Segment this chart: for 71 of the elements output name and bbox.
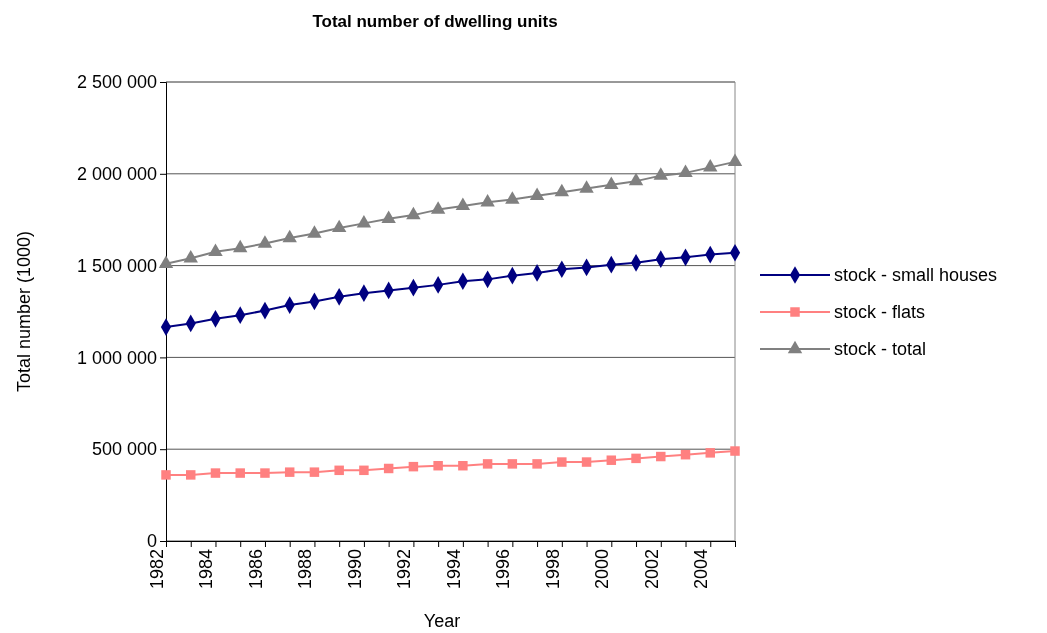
point [210, 468, 221, 478]
x-axis-title: Year [423, 611, 461, 631]
point [455, 197, 471, 211]
x-tick-label: 1998 [542, 549, 563, 590]
x-tick-label: 1982 [146, 549, 167, 590]
point [235, 468, 245, 478]
x-tick-label: 1988 [295, 549, 316, 590]
point [703, 159, 718, 172]
point [482, 459, 493, 469]
point [581, 457, 592, 467]
y-axis-title: Total number (1000) [14, 230, 34, 393]
point [730, 446, 740, 456]
point [383, 463, 394, 474]
y-tick-label: 2 000 000 [76, 164, 157, 185]
point [406, 206, 421, 220]
x-tick-label: 1996 [493, 549, 514, 590]
point [356, 215, 372, 228]
point [359, 465, 369, 476]
point [458, 460, 468, 471]
point [334, 465, 344, 476]
x-tick-label: 1986 [245, 549, 266, 590]
point [331, 219, 347, 233]
point [309, 467, 320, 477]
point [433, 460, 443, 471]
y-tick-label: 1 500 000 [76, 255, 157, 276]
x-tick-label: 1994 [443, 549, 464, 590]
point [408, 461, 419, 472]
point [656, 451, 666, 462]
point [186, 470, 196, 480]
point [381, 210, 396, 223]
point [678, 164, 693, 178]
point [606, 455, 617, 465]
legend-label: stock - flats [834, 302, 926, 322]
point [505, 191, 520, 204]
chart-title: Total number of dwelling units [312, 12, 558, 31]
point [282, 229, 297, 243]
legend-label: stock - small houses [834, 265, 998, 285]
point [507, 459, 518, 469]
point [628, 172, 644, 186]
x-tick-label: 2002 [641, 549, 662, 590]
point [158, 255, 174, 268]
point [260, 468, 270, 478]
point [604, 176, 619, 189]
legend-label: stock - total [834, 339, 927, 359]
point [183, 249, 198, 263]
point [208, 243, 223, 256]
x-tick-label: 1990 [344, 549, 365, 590]
y-tick-label: 1 000 000 [76, 347, 157, 368]
point [554, 183, 570, 197]
point [233, 239, 248, 253]
point [529, 187, 545, 200]
point [653, 167, 668, 180]
point [480, 193, 495, 207]
point [705, 448, 715, 458]
point [430, 201, 446, 214]
y-tick-label: 2 500 000 [76, 72, 157, 93]
point [680, 449, 691, 460]
point [557, 457, 567, 467]
point [631, 453, 641, 464]
point [257, 235, 273, 248]
x-tick-label: 2004 [691, 549, 712, 590]
x-tick-label: 1984 [196, 549, 217, 590]
point [532, 459, 542, 469]
point [284, 467, 295, 477]
x-tick-label: 2000 [592, 549, 613, 590]
y-tick-label: 500 000 [91, 439, 157, 460]
point [161, 470, 171, 480]
point [727, 153, 743, 167]
point [579, 180, 594, 193]
x-tick-label: 1992 [394, 549, 415, 590]
point [307, 225, 322, 238]
